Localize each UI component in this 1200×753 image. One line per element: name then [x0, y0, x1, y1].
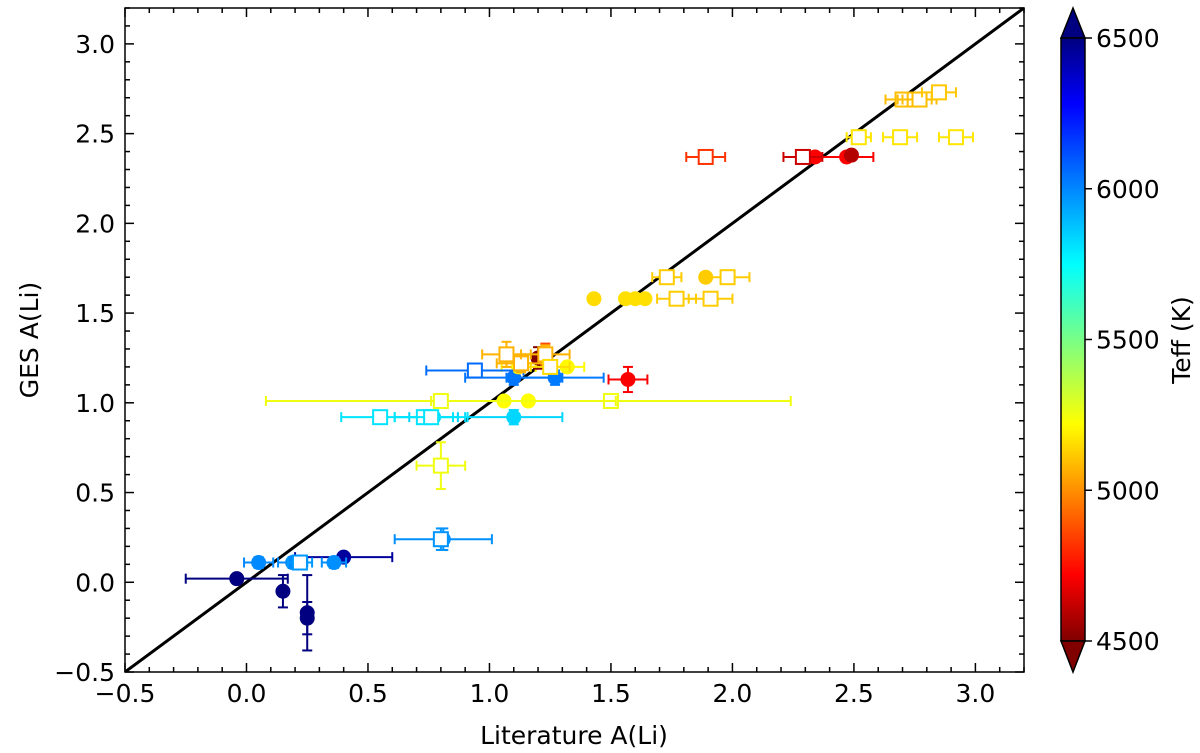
open-square-point — [415, 441, 467, 490]
x-tick-label: −0.5 — [95, 679, 156, 708]
y-tick-label: 3.0 — [75, 30, 115, 59]
y-axis-label: GES A(Li) — [15, 282, 44, 398]
x-tick-label: 2.0 — [713, 679, 753, 708]
square-marker — [702, 290, 719, 307]
colorbar: 4500 5000 5500 6000 6500 Teff (K) — [1059, 5, 1196, 675]
x-tick-label: 0.5 — [348, 679, 388, 708]
square-marker — [719, 269, 736, 286]
square-marker — [498, 346, 515, 363]
colorbar-gradient — [1060, 37, 1086, 642]
open-square-point — [432, 527, 449, 551]
circle-marker — [843, 147, 859, 163]
x-tick-label: 0.0 — [227, 679, 267, 708]
open-square-point — [393, 409, 469, 426]
filled-circle-point — [586, 291, 602, 307]
y-tick-label: 2.5 — [75, 120, 115, 149]
axis-ticks — [124, 7, 1025, 673]
square-marker — [466, 362, 483, 379]
circle-marker — [275, 583, 291, 599]
filled-circle-point — [320, 555, 348, 571]
circle-marker — [229, 571, 245, 587]
open-square-point — [937, 129, 974, 146]
x-axis-label: Literature A(Li) — [480, 721, 668, 750]
square-marker — [423, 409, 440, 426]
one-to-one-line — [125, 8, 1024, 672]
square-marker — [668, 290, 685, 307]
open-square-point — [845, 129, 872, 146]
axis-tick-labels: −0.5 0.0 0.5 1.0 1.5 2.0 2.5 3.0 −0.5 0.0 0.5 1.0 1.… — [54, 30, 995, 708]
circle-marker — [586, 291, 602, 307]
square-marker — [542, 358, 559, 375]
open-square-point — [704, 269, 751, 286]
filled-circle-point — [464, 408, 564, 426]
square-marker — [794, 148, 811, 165]
circle-marker — [326, 555, 342, 571]
colorbar-extend-top — [1059, 5, 1087, 39]
open-square-point — [687, 290, 734, 307]
square-marker — [432, 531, 449, 548]
filled-circle-point — [243, 555, 275, 571]
open-square-point — [685, 148, 727, 165]
y-tick-label: 1.0 — [75, 389, 115, 418]
square-marker — [930, 84, 947, 101]
colorbar-tick-label: 6500 — [1096, 24, 1160, 53]
square-marker — [658, 269, 675, 286]
square-marker — [432, 393, 449, 410]
x-tick-label: 1.5 — [591, 679, 631, 708]
open-square-point — [286, 554, 314, 571]
circle-marker — [637, 291, 653, 307]
colorbar-tick-label: 5000 — [1096, 476, 1160, 505]
colorbar-label: Teff (K) — [1167, 296, 1196, 384]
data-points — [184, 84, 974, 652]
colorbar-tick-label: 5500 — [1096, 326, 1160, 355]
colorbar-ticks: 4500 5000 5500 6000 6500 — [1085, 24, 1160, 656]
square-marker — [291, 554, 308, 571]
y-tick-label: −0.5 — [54, 658, 115, 687]
circle-marker — [299, 610, 315, 626]
open-square-point — [651, 269, 683, 286]
x-tick-label: 1.0 — [470, 679, 510, 708]
square-marker — [947, 129, 964, 146]
square-marker — [432, 457, 449, 474]
colorbar-extend-bottom — [1059, 640, 1087, 675]
square-marker — [911, 91, 928, 108]
circle-marker — [506, 409, 522, 425]
colorbar-tick-label: 4500 — [1096, 627, 1160, 656]
square-marker — [697, 148, 714, 165]
square-marker — [372, 409, 389, 426]
circle-marker — [251, 555, 267, 571]
x-tick-label: 3.0 — [956, 679, 996, 708]
y-tick-label: 0.5 — [75, 479, 115, 508]
y-tick-label: 0.0 — [75, 568, 115, 597]
filled-circle-point — [607, 365, 649, 394]
open-square-point — [920, 84, 957, 101]
open-square-point — [529, 358, 571, 375]
colorbar-tick-label: 6000 — [1096, 175, 1160, 204]
y-tick-label: 1.5 — [75, 299, 115, 328]
filled-circle-point — [184, 571, 289, 587]
open-square-point — [264, 393, 617, 410]
filled-circle-point — [299, 601, 315, 636]
filled-circle-point — [843, 147, 859, 163]
square-marker — [892, 129, 909, 146]
x-tick-label: 2.5 — [834, 679, 874, 708]
circle-marker — [620, 371, 636, 387]
open-square-point — [782, 148, 824, 165]
y-tick-label: 2.0 — [75, 209, 115, 238]
filled-circle-point — [637, 291, 653, 307]
square-marker — [850, 129, 867, 146]
open-square-point — [882, 129, 919, 146]
filled-circle-point — [275, 574, 291, 609]
